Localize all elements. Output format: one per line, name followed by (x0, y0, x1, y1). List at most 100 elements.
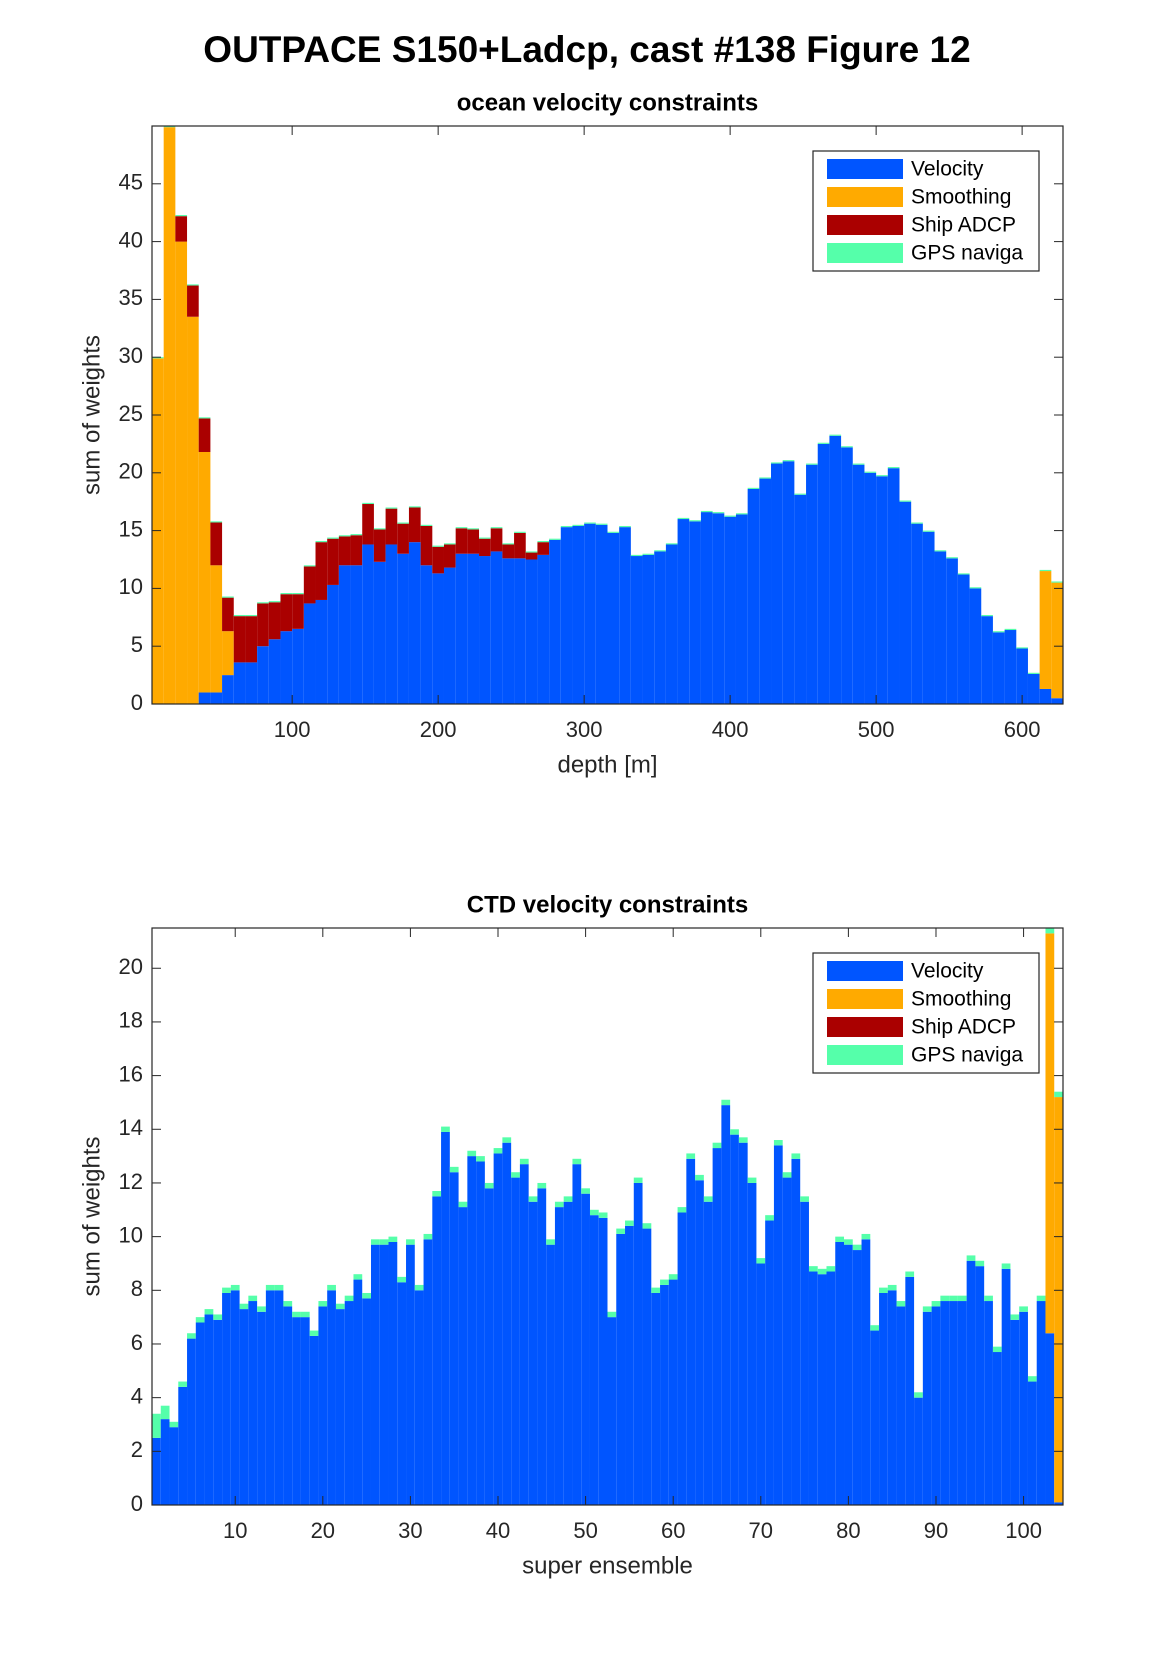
bar-segment (689, 520, 701, 522)
bar-segment (651, 1287, 661, 1293)
bar-segment (385, 507, 398, 509)
bar-segment (864, 472, 877, 704)
bar-segment (300, 1317, 310, 1505)
bar-segment (1001, 1263, 1011, 1269)
bar-segment (178, 1381, 188, 1387)
bar-segment (835, 1241, 845, 1505)
bar-segment (432, 573, 444, 704)
bar-segment (572, 1164, 582, 1505)
bar-segment (303, 565, 316, 567)
bar-segment (677, 517, 690, 520)
bar-segment (782, 461, 795, 704)
bar-segment (257, 603, 269, 647)
bar-segment (350, 535, 363, 566)
bar-segment (318, 1301, 328, 1307)
bar-segment (735, 513, 748, 515)
bar-segment (257, 602, 269, 604)
bar-segment (546, 1244, 555, 1505)
bar-segment (455, 553, 468, 704)
bar-segment (1004, 630, 1017, 704)
bar-segment (829, 435, 842, 704)
bar-segment (703, 1196, 713, 1202)
bar-segment (686, 1153, 696, 1159)
bar-segment (607, 1317, 617, 1505)
bar-segment (598, 1212, 608, 1218)
bar-segment (782, 460, 795, 462)
x-axis-label: depth [m] (557, 751, 657, 778)
bar-segment (222, 675, 234, 704)
bar-segment (747, 487, 760, 489)
bar-segment (791, 1153, 801, 1159)
bar-segment (213, 1319, 223, 1505)
bar-segment (738, 1142, 748, 1505)
bar-segment (616, 1228, 626, 1234)
x-axis-label: super ensemble (522, 1552, 693, 1579)
x-tick-label: 20 (311, 1518, 335, 1543)
bar-segment (233, 616, 246, 663)
bar-segment (268, 602, 281, 640)
bar-segment (1045, 1333, 1055, 1505)
bar-segment (735, 514, 748, 704)
bar-segment (479, 538, 491, 557)
bar-segment (905, 1271, 915, 1277)
bar-segment (721, 1105, 731, 1505)
bar-segment (303, 603, 316, 704)
bar-segment (502, 544, 515, 559)
bar-segment (169, 1421, 179, 1428)
bar-segment (560, 527, 573, 704)
bar-segment (931, 1301, 941, 1307)
bar-segment (373, 561, 386, 704)
bar-segment (992, 632, 1005, 704)
bar-segment (829, 434, 842, 436)
bar-segment (514, 558, 526, 704)
bar-segment (519, 1158, 529, 1165)
bar-segment (826, 1266, 836, 1272)
bar-segment (248, 1295, 258, 1302)
y-tick-label: 14 (119, 1115, 143, 1140)
axes-box (151, 927, 1064, 1506)
bar-segment (1045, 933, 1055, 1334)
bar-segment (1036, 1301, 1046, 1505)
bar-segment (1027, 1376, 1037, 1382)
bar-segment (210, 522, 223, 566)
bar-segment (388, 1236, 398, 1242)
bar-segment (257, 1311, 266, 1505)
bar-segment (747, 488, 760, 704)
bar-segment (318, 1306, 328, 1505)
bar-segment (654, 550, 666, 552)
bar-segment (730, 1129, 739, 1135)
bar-segment (922, 1311, 932, 1505)
bar-segment (511, 1172, 520, 1178)
bar-segment (222, 631, 234, 676)
bar-segment (1019, 1311, 1028, 1505)
bar-segment (724, 516, 736, 704)
bar-segment (940, 1295, 950, 1302)
chart-title: CTD velocity constraints (467, 891, 748, 918)
bar-segment (344, 1295, 354, 1302)
bar-segment (660, 1279, 669, 1285)
bar-segment (160, 1419, 170, 1505)
bar-segment (934, 550, 947, 552)
bar-segment (187, 1333, 196, 1339)
bar-segment (338, 565, 351, 704)
bar-segment (546, 1239, 555, 1245)
bar-segment (476, 1156, 485, 1162)
bar-segment (408, 542, 421, 704)
bar-segment (327, 1290, 336, 1505)
bar-segment (484, 1182, 494, 1189)
bar-segment (414, 1290, 424, 1505)
bar-segment (292, 593, 304, 595)
y-tick-label: 18 (119, 1008, 143, 1033)
bar-segment (949, 1301, 958, 1505)
bar-segment (514, 532, 526, 559)
legend-swatch (827, 989, 903, 1009)
bar-segment (175, 215, 188, 217)
bar-segment (309, 1330, 319, 1336)
bar-segment (175, 241, 188, 704)
bar-segment (584, 523, 596, 704)
bar-segment (525, 552, 538, 560)
bar-segment (700, 510, 713, 513)
bar-segment (686, 1158, 696, 1505)
bar-segment (1051, 582, 1063, 699)
bar-segment (1016, 647, 1028, 649)
